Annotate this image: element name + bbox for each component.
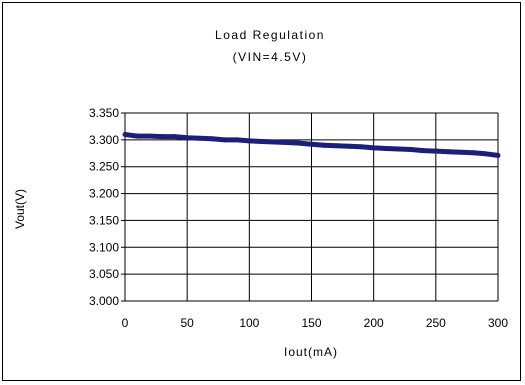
data-point bbox=[445, 149, 451, 155]
data-point bbox=[321, 142, 327, 148]
data-point bbox=[433, 148, 439, 154]
data-point bbox=[221, 137, 227, 143]
data-point bbox=[396, 146, 402, 152]
chart-frame bbox=[2, 2, 521, 381]
series-layer bbox=[122, 131, 501, 158]
data-point bbox=[420, 148, 426, 154]
data-point bbox=[358, 144, 364, 150]
x-axis-label: Iout(mA) bbox=[284, 345, 338, 359]
data-point bbox=[470, 150, 476, 156]
x-tick-label: 200 bbox=[364, 316, 384, 330]
y-tick-label: 3.050 bbox=[89, 267, 119, 281]
x-tick-label: 100 bbox=[239, 316, 259, 330]
y-tick-label: 3.250 bbox=[89, 160, 119, 174]
y-tick-labels: 3.000 3.050 3.100 3.150 3.200 3.250 3.300 3.350 bbox=[89, 106, 119, 308]
data-point bbox=[284, 140, 290, 146]
data-point bbox=[333, 143, 339, 149]
y-axis-label: Vout(V) bbox=[13, 189, 27, 229]
y-tick-label: 3.200 bbox=[89, 187, 119, 201]
data-point bbox=[172, 134, 178, 140]
data-point bbox=[309, 141, 314, 147]
y-tick-label: 3.000 bbox=[89, 294, 119, 308]
grid bbox=[121, 112, 499, 302]
data-point bbox=[234, 137, 240, 143]
chart-subtitle: (VIN=4.5V) bbox=[233, 50, 308, 64]
x-tick-label: 0 bbox=[122, 316, 129, 330]
data-point bbox=[197, 135, 203, 141]
data-point bbox=[159, 134, 165, 140]
data-point bbox=[495, 152, 501, 158]
data-point bbox=[371, 145, 377, 151]
y-tick-label: 3.350 bbox=[89, 106, 119, 120]
data-point bbox=[147, 133, 153, 139]
data-point bbox=[483, 151, 489, 157]
data-point bbox=[346, 143, 352, 149]
x-tick-label: 250 bbox=[426, 316, 446, 330]
data-point bbox=[383, 145, 389, 151]
x-tick-label: 50 bbox=[180, 316, 194, 330]
data-point bbox=[246, 138, 252, 144]
data-point bbox=[122, 131, 128, 137]
data-point bbox=[296, 140, 302, 146]
chart-title: Load Regulation bbox=[215, 28, 325, 42]
data-point bbox=[408, 147, 414, 153]
x-tick-labels: 0 50 100 150 200 250 300 bbox=[122, 316, 509, 330]
data-point bbox=[259, 138, 265, 144]
data-point bbox=[271, 139, 277, 145]
data-point bbox=[134, 133, 140, 139]
data-point bbox=[458, 149, 464, 155]
data-point bbox=[209, 136, 215, 142]
y-tick-label: 3.300 bbox=[89, 133, 119, 147]
x-tick-label: 300 bbox=[488, 316, 508, 330]
y-tick-label: 3.100 bbox=[89, 240, 119, 254]
data-point bbox=[184, 135, 190, 141]
x-tick-label: 150 bbox=[301, 316, 321, 330]
y-tick-label: 3.150 bbox=[89, 213, 119, 227]
